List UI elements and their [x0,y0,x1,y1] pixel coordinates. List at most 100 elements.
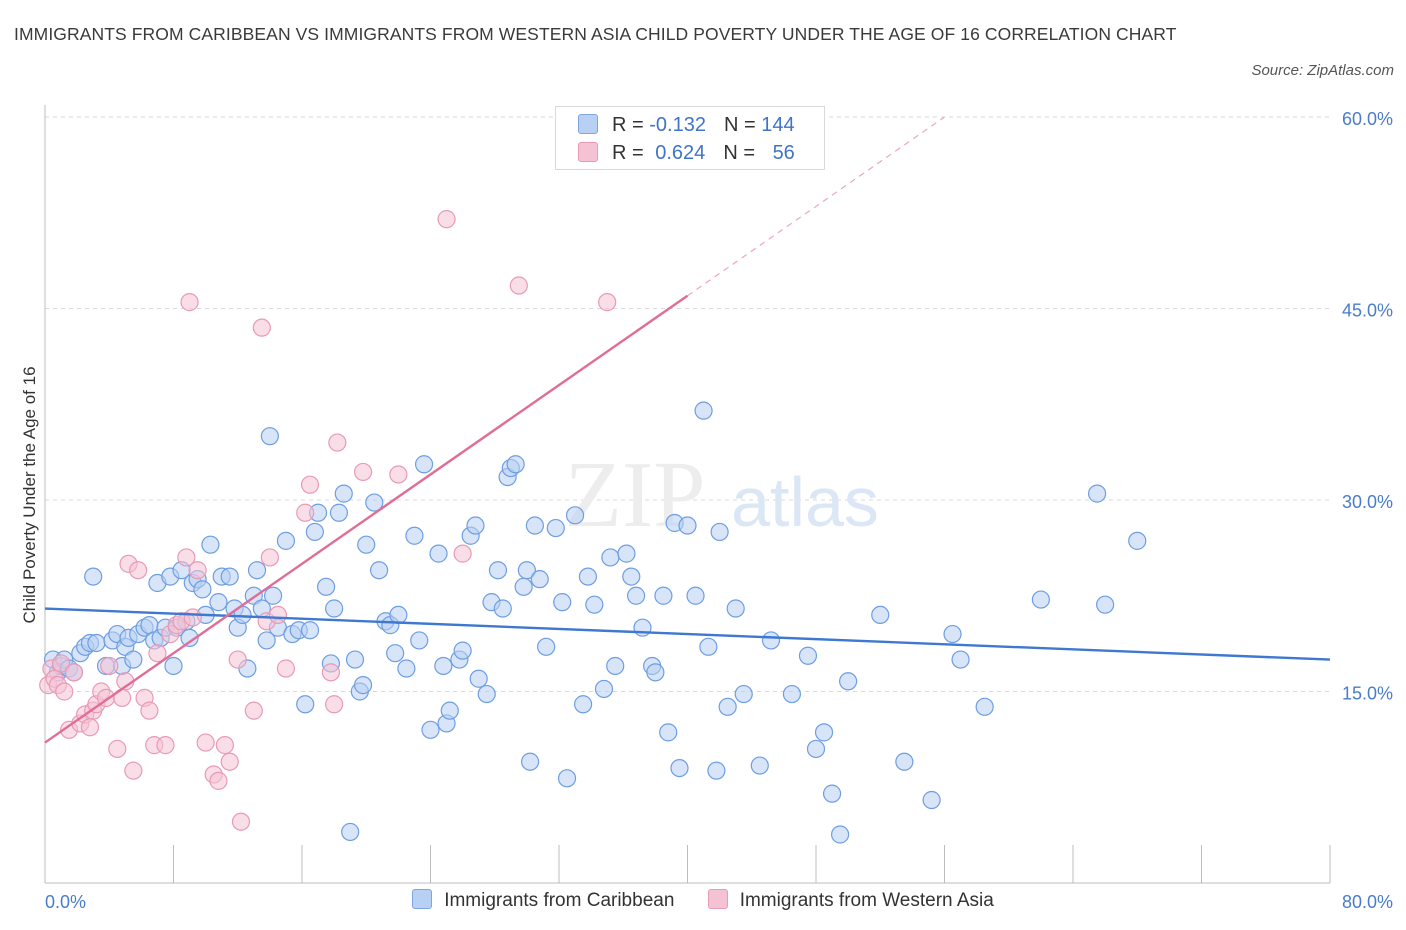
data-point-caribbean [943,624,962,644]
legend-n-value: 144 [761,114,795,136]
data-point-western-asia [453,544,472,563]
data-point-caribbean [520,752,540,771]
legend-n-label: N = [723,114,762,136]
data-point-western-asia [108,739,127,759]
data-point-caribbean [220,567,239,586]
data-point-caribbean [1096,595,1115,614]
data-point-caribbean [414,455,434,474]
data-point-caribbean [397,659,416,678]
legend-label-western-asia: Immigrants from Western Asia [739,890,994,911]
data-point-caribbean [357,535,376,554]
correlation-legend: R = -0.132 N = 144 R = 0.624 N = 56 [555,106,825,170]
data-point-caribbean [87,633,106,653]
data-point-caribbean [678,516,697,535]
data-point-caribbean [247,561,267,580]
trend-line-caribbean [44,607,1331,661]
data-point-caribbean [707,761,726,780]
data-point-western-asia [300,475,320,494]
data-point-western-asia [509,276,528,295]
trend-lines [44,116,1331,744]
data-point-caribbean [895,752,914,771]
data-point-caribbean [300,621,320,640]
data-point-caribbean [453,641,472,660]
data-point-caribbean [1087,484,1107,503]
x-tick-label: 80.0% [1342,892,1393,912]
data-point-caribbean [530,570,549,589]
data-point-western-asia [55,682,74,701]
data-point-caribbean [477,684,496,704]
tick-labels: 15.0% 30.0% 45.0% 60.0% 0.0% 80.0% [45,109,1393,912]
data-point-caribbean [440,701,459,720]
data-point-caribbean [257,631,276,650]
data-point-caribbean [594,679,614,699]
data-point-western-asia [244,701,263,720]
data-point-caribbean [710,522,729,542]
data-point-caribbean [466,516,485,535]
data-point-western-asia [231,812,251,831]
data-point-caribbean [553,593,572,612]
data-point-caribbean [537,637,556,656]
data-point-caribbean [493,599,512,618]
data-point-caribbean [345,650,365,669]
data-point-caribbean [798,646,818,665]
data-point-western-asia [177,548,196,567]
data-point-caribbean [276,531,296,550]
watermark-atlas: atlas [731,463,879,541]
trend-line-western-asia-extension [687,116,945,297]
data-point-caribbean [871,605,890,625]
data-point-caribbean [429,544,448,563]
data-point-caribbean [718,697,737,716]
data-point-western-asia [215,736,234,755]
legend-label-caribbean: Immigrants from Caribbean [444,890,675,911]
data-point-caribbean [975,697,994,716]
data-point-caribbean [305,522,324,542]
y-tick-label: 15.0% [1342,684,1393,704]
data-point-caribbean [365,493,384,512]
data-point-caribbean [694,401,713,420]
legend-r-label: R = [612,142,650,164]
data-point-caribbean [750,756,769,775]
data-point-caribbean [622,567,641,586]
data-point-western-asia [276,659,296,678]
data-point-western-asia [100,656,119,676]
data-point-caribbean [180,628,199,647]
data-point-caribbean [922,790,941,810]
data-point-caribbean [164,656,183,676]
data-point-caribbean [353,676,373,695]
legend-swatch-blue [578,114,598,134]
data-point-caribbean [341,822,360,842]
data-point-western-asia [296,503,315,522]
data-point-caribbean [546,518,565,538]
data-point-caribbean [370,561,389,580]
data-point-western-asia [328,433,347,452]
data-point-western-asia [437,210,456,229]
data-point-western-asia [220,752,239,771]
data-point-caribbean [806,739,826,759]
data-point-caribbean [263,586,283,605]
data-point-caribbean [626,586,646,605]
legend-n-value: 56 [772,142,795,164]
data-point-caribbean [734,684,753,704]
data-point-western-asia [188,561,207,580]
data-point-caribbean [334,484,353,503]
data-point-caribbean [386,644,405,663]
series-western-asia [39,210,617,831]
data-point-caribbean [585,595,604,614]
data-point-caribbean [488,561,508,580]
y-tick-label: 30.0% [1342,492,1393,512]
data-point-caribbean [830,825,850,844]
data-point-caribbean [951,650,970,669]
data-point-western-asia [209,771,228,790]
data-point-caribbean [296,695,315,714]
data-point-western-asia [196,733,215,752]
data-point-caribbean [814,723,834,742]
legend-swatch-pink [707,889,728,909]
data-point-western-asia [260,548,279,567]
data-point-western-asia [156,736,175,755]
legend-r-value: 0.624 [655,142,706,164]
data-point-caribbean [405,526,424,545]
legend-swatch-pink [578,142,598,162]
legend-row-western-asia: R = 0.624 N = 56 [578,140,795,166]
data-point-caribbean [1031,590,1050,609]
data-point-western-asia [321,663,341,682]
